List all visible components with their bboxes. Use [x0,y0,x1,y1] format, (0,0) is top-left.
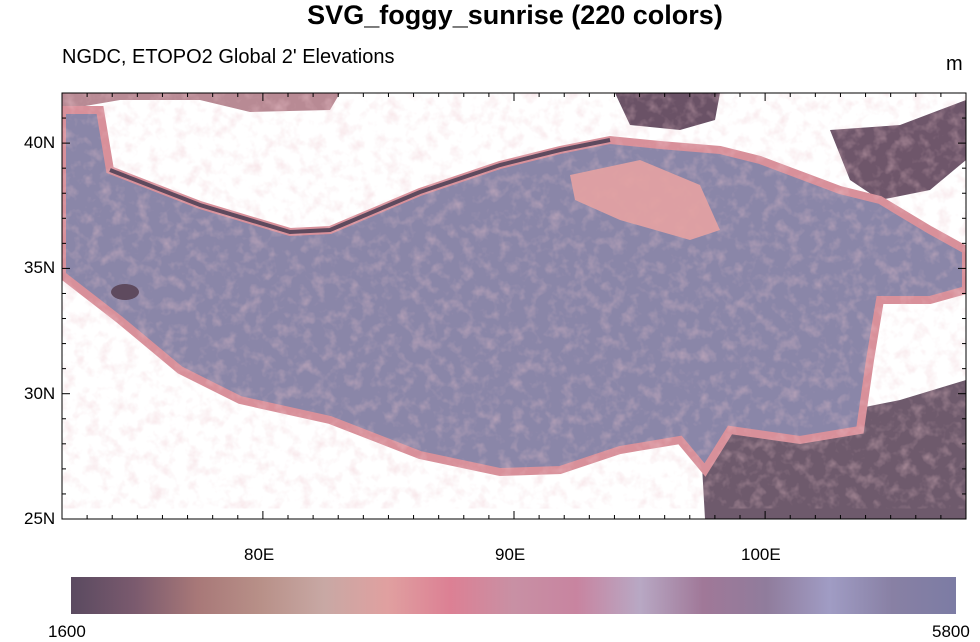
axis-ticks [61,92,967,520]
lon-tick-label: 90E [495,545,526,564]
colorbar-max-label: 5800 [932,622,970,641]
mongolia-highland [615,93,720,130]
colorbar [71,577,956,614]
qaidam-basin [570,160,720,240]
lat-tick-label: 35N [24,258,56,277]
lat-tick-label: 25N [24,509,56,528]
chart-subtitle: NGDC, ETOPO2 Global 2' Elevations [62,46,395,68]
lat-tick-label: 40N [24,133,56,152]
southeast-terrain [700,380,966,519]
lon-tick-label: 80E [244,545,275,564]
elevation-map [62,93,966,519]
north-terrain [62,93,340,112]
colorbar-min-label: 1600 [48,622,86,641]
chart-title: SVG_foggy_sunrise (220 colors) [307,0,723,30]
units-label: m [946,53,963,75]
plateau-texture [62,110,966,472]
east-ranges [830,100,966,200]
lat-tick-label: 30N [24,384,56,403]
tarim-edge [109,138,611,235]
western-lowland [111,284,139,300]
lon-tick-label: 100E [741,545,781,564]
